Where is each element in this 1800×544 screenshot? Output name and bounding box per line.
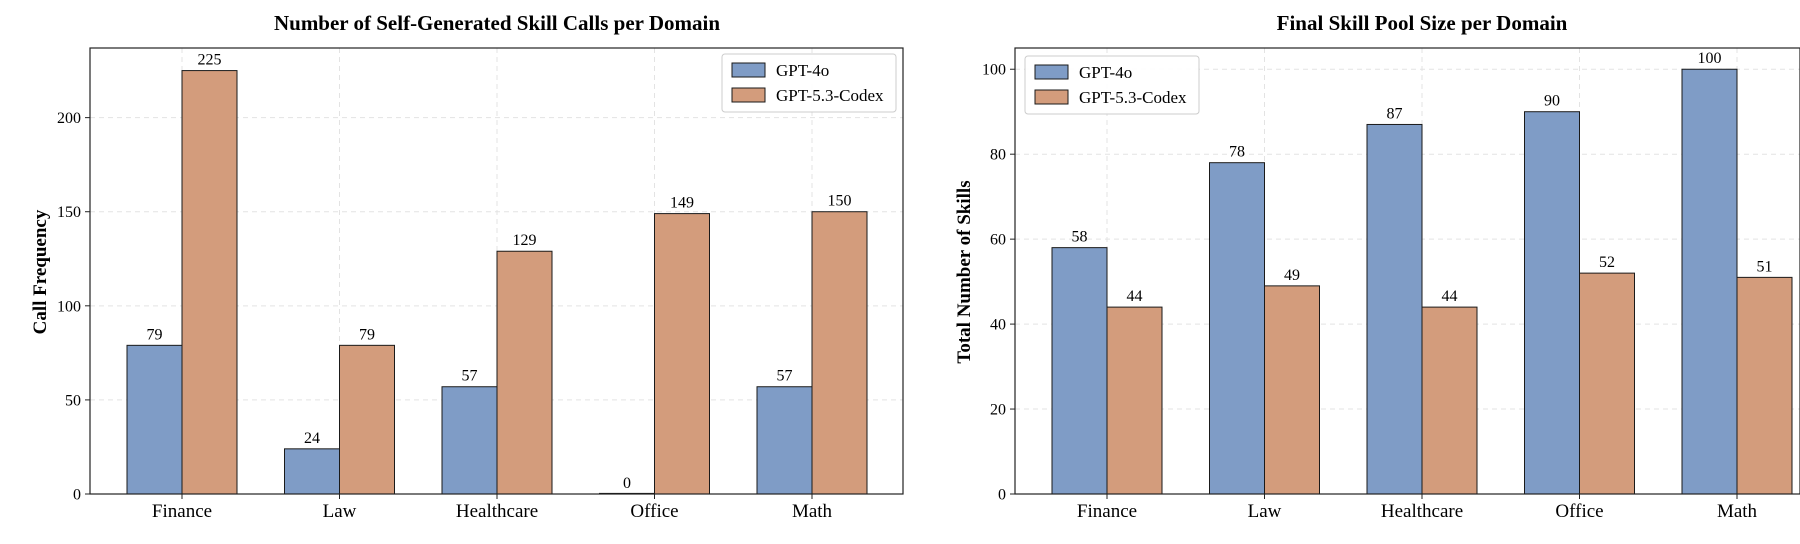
y-tick-label: 0 <box>73 487 81 504</box>
bars: 79 24 57 0 57 225 79 129 149 150 <box>126 52 868 495</box>
x-tick-label: Office <box>630 501 678 522</box>
bar-gpt-5-3-codex-law <box>339 344 395 495</box>
legend-swatch <box>1034 89 1069 105</box>
legend-label: GPT-4o <box>776 61 829 80</box>
bar-gpt-4o-math <box>1681 68 1738 495</box>
bar-gpt-5-3-codex-math <box>1736 276 1793 495</box>
x-tick-label: Office <box>1555 501 1603 522</box>
y-tick-label: 100 <box>57 298 81 315</box>
plot-frame <box>1014 47 1800 495</box>
y-tick-label: 60 <box>990 232 1006 249</box>
legend-swatch <box>1034 64 1069 80</box>
data-label: 44 <box>1127 288 1143 305</box>
data-label: 79 <box>359 326 375 343</box>
data-label: 44 <box>1442 288 1458 305</box>
legend: GPT-4o GPT-5.3-Codex <box>721 53 897 113</box>
x-tick-label: Healthcare <box>1381 501 1463 522</box>
x-ticks: Finance Law Healthcare Office Math <box>1077 494 1758 522</box>
data-label: 225 <box>198 52 222 69</box>
bar-gpt-5-3-codex-healthcare <box>1421 306 1478 495</box>
bars: 58 78 87 90 100 44 49 44 52 51 <box>1051 50 1793 495</box>
data-label: 90 <box>1544 93 1560 110</box>
y-tick-label: 200 <box>57 110 81 127</box>
y-tick-label: 40 <box>990 317 1006 334</box>
y-tick-label: 50 <box>65 392 81 409</box>
x-tick-label: Math <box>1717 501 1758 522</box>
legend: GPT-4o GPT-5.3-Codex <box>1024 55 1200 115</box>
data-label: 79 <box>147 326 163 343</box>
bar-gpt-4o-math <box>756 386 813 495</box>
bar-gpt-5-3-codex-finance <box>181 70 238 495</box>
x-tick-label: Law <box>323 501 357 522</box>
y-tick-label: 100 <box>982 62 1006 79</box>
data-label: 24 <box>304 430 320 447</box>
bar-gpt-4o-law <box>284 448 340 495</box>
y-ticks: 0 50 100 150 200 <box>57 110 90 504</box>
chart-skill-pool: Final Skill Pool Size per Domain Total N… <box>954 11 1800 522</box>
x-tick-label: Math <box>792 501 833 522</box>
y-tick-label: 150 <box>57 204 81 221</box>
legend-label: GPT-5.3-Codex <box>1079 88 1187 107</box>
data-label: 57 <box>777 368 793 385</box>
data-label: 100 <box>1698 50 1722 67</box>
x-ticks: Finance Law Healthcare Office Math <box>152 494 833 522</box>
x-tick-label: Finance <box>1077 501 1137 522</box>
bar-gpt-5-3-codex-finance <box>1106 306 1163 495</box>
data-label: 129 <box>513 232 537 249</box>
legend-swatch <box>731 87 766 103</box>
legend-label: GPT-5.3-Codex <box>776 86 884 105</box>
bar-gpt-4o-office <box>1524 111 1580 495</box>
y-tick-label: 0 <box>998 487 1006 504</box>
bar-gpt-5-3-codex-law <box>1264 285 1320 495</box>
x-tick-label: Law <box>1248 501 1282 522</box>
bar-gpt-4o-healthcare <box>441 386 498 495</box>
chart-title: Number of Self-Generated Skill Calls per… <box>274 11 720 35</box>
bar-gpt-4o-finance <box>126 344 183 495</box>
data-label: 150 <box>828 193 852 210</box>
data-label: 57 <box>462 368 478 385</box>
data-label: 49 <box>1284 267 1300 284</box>
y-ticks: 0 20 40 60 80 100 <box>982 62 1015 504</box>
legend-swatch <box>731 62 766 78</box>
bar-gpt-5-3-codex-math <box>811 211 868 495</box>
data-label: 52 <box>1599 254 1615 271</box>
x-tick-label: Healthcare <box>456 501 538 522</box>
bar-gpt-4o-law <box>1209 162 1265 495</box>
data-label: 0 <box>623 475 631 492</box>
y-tick-label: 80 <box>990 147 1006 164</box>
y-axis-label: Total Number of Skills <box>954 180 975 363</box>
x-tick-label: Finance <box>152 501 212 522</box>
data-label: 51 <box>1757 258 1773 275</box>
data-label: 58 <box>1072 229 1088 246</box>
data-label: 149 <box>670 195 694 212</box>
bar-gpt-5-3-codex-office <box>654 213 710 495</box>
bar-gpt-4o-finance <box>1051 247 1108 495</box>
bar-gpt-5-3-codex-office <box>1579 272 1635 495</box>
chart-skill-calls: Number of Self-Generated Skill Calls per… <box>30 11 904 522</box>
chart-title: Final Skill Pool Size per Domain <box>1277 11 1568 35</box>
legend-label: GPT-4o <box>1079 63 1132 82</box>
bar-gpt-5-3-codex-healthcare <box>496 250 553 495</box>
data-label: 87 <box>1387 105 1403 122</box>
bar-gpt-4o-healthcare <box>1366 123 1423 495</box>
y-tick-label: 20 <box>990 402 1006 419</box>
data-label: 78 <box>1229 144 1245 161</box>
y-axis-label: Call Frequency <box>30 209 51 334</box>
